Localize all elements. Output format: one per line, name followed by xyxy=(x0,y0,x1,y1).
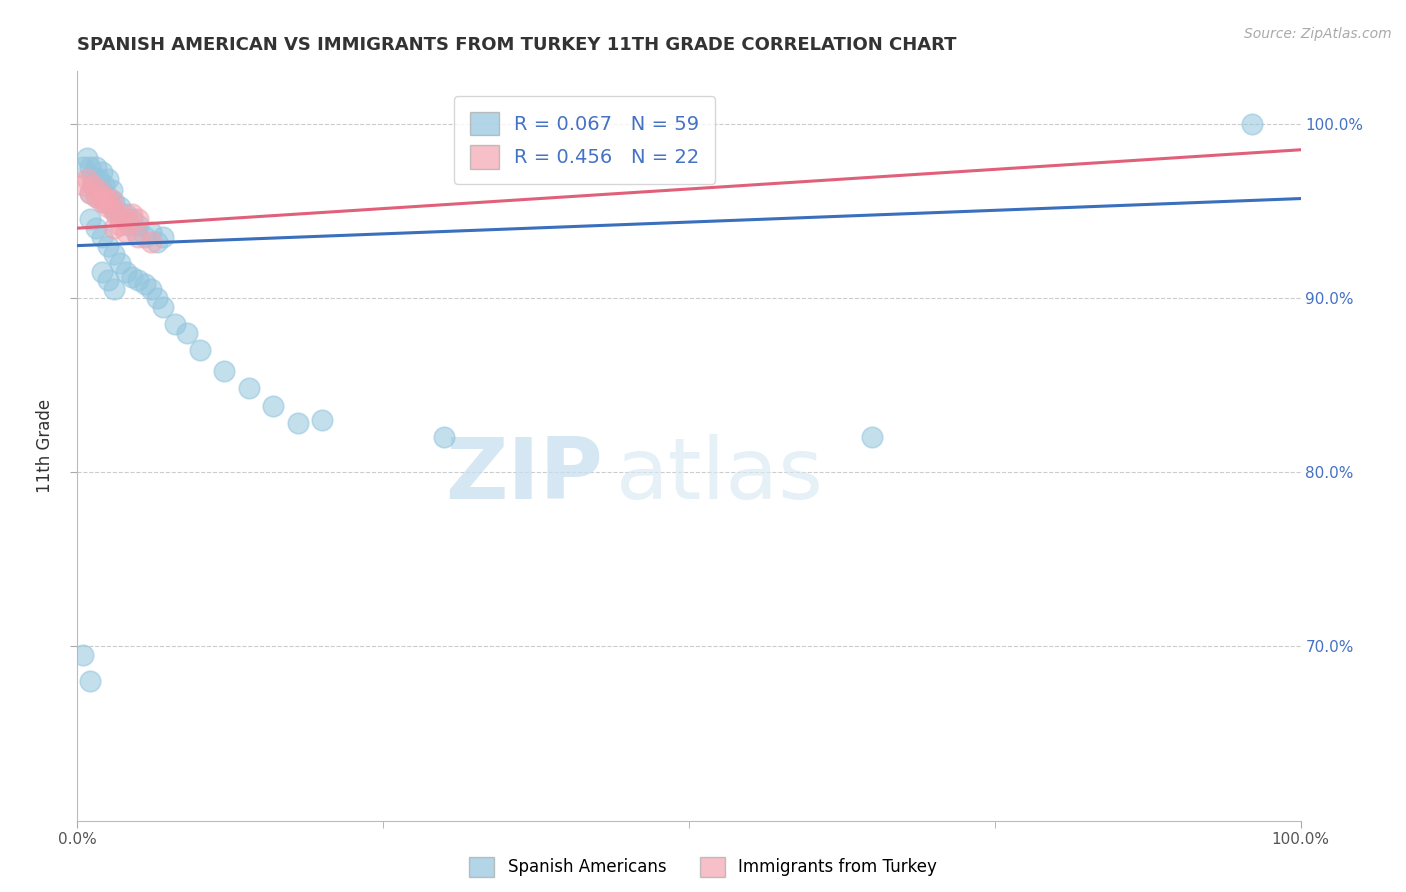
Point xyxy=(105,207,128,221)
Point xyxy=(212,364,235,378)
Point xyxy=(82,178,104,192)
Point xyxy=(93,190,115,204)
Point xyxy=(121,207,143,221)
Point xyxy=(90,230,112,244)
Point xyxy=(90,183,112,197)
Point xyxy=(103,247,125,261)
Point xyxy=(90,190,112,204)
Point xyxy=(121,270,143,285)
Point xyxy=(188,343,211,358)
Point xyxy=(115,212,138,227)
Point xyxy=(152,300,174,314)
Point xyxy=(121,212,143,227)
Point xyxy=(108,218,131,232)
Point xyxy=(79,674,101,689)
Point xyxy=(97,195,120,210)
Point xyxy=(90,265,112,279)
Point xyxy=(97,200,120,214)
Point xyxy=(89,183,111,197)
Text: atlas: atlas xyxy=(616,434,824,517)
Point xyxy=(108,200,131,214)
Point xyxy=(108,256,131,270)
Point xyxy=(79,160,101,174)
Point xyxy=(97,172,120,186)
Point xyxy=(146,235,169,249)
Point xyxy=(238,382,260,396)
Point xyxy=(128,218,150,232)
Point xyxy=(108,207,131,221)
Point xyxy=(100,200,122,214)
Point xyxy=(72,178,94,192)
Point xyxy=(152,230,174,244)
Point xyxy=(97,273,120,287)
Point xyxy=(118,218,141,232)
Point xyxy=(84,221,107,235)
Point xyxy=(103,203,125,218)
Point xyxy=(139,235,162,249)
Point xyxy=(72,160,94,174)
Point xyxy=(90,165,112,179)
Point xyxy=(146,291,169,305)
Point xyxy=(103,195,125,210)
Point xyxy=(72,648,94,662)
Point xyxy=(262,399,284,413)
Text: ZIP: ZIP xyxy=(446,434,603,517)
Point xyxy=(97,190,120,204)
Point xyxy=(84,190,107,204)
Point xyxy=(165,317,187,331)
Point xyxy=(134,277,156,291)
Point xyxy=(433,430,456,444)
Point xyxy=(79,212,101,227)
Point xyxy=(100,194,122,208)
Legend: Spanish Americans, Immigrants from Turkey: Spanish Americans, Immigrants from Turke… xyxy=(463,850,943,884)
Point xyxy=(93,195,115,210)
Point xyxy=(115,207,138,221)
Point xyxy=(79,186,101,201)
Point xyxy=(139,225,162,239)
Point xyxy=(115,225,138,239)
Point xyxy=(1240,117,1263,131)
Point xyxy=(287,417,309,431)
Point xyxy=(128,230,150,244)
Point xyxy=(84,160,107,174)
Point xyxy=(89,172,111,186)
Point xyxy=(103,221,125,235)
Point xyxy=(100,183,122,197)
Point xyxy=(134,230,156,244)
Text: SPANISH AMERICAN VS IMMIGRANTS FROM TURKEY 11TH GRADE CORRELATION CHART: SPANISH AMERICAN VS IMMIGRANTS FROM TURK… xyxy=(77,36,957,54)
Point xyxy=(139,282,162,296)
Y-axis label: 11th Grade: 11th Grade xyxy=(37,399,55,493)
Point xyxy=(103,282,125,296)
Point xyxy=(115,265,138,279)
Point xyxy=(76,152,98,166)
Point xyxy=(86,190,108,204)
Point xyxy=(79,186,101,201)
Point xyxy=(80,169,103,183)
Point xyxy=(311,413,333,427)
Legend: R = 0.067   N = 59, R = 0.456   N = 22: R = 0.067 N = 59, R = 0.456 N = 22 xyxy=(454,96,716,185)
Text: Source: ZipAtlas.com: Source: ZipAtlas.com xyxy=(1244,27,1392,41)
Point xyxy=(93,178,115,192)
Point xyxy=(128,212,150,227)
Point xyxy=(125,225,148,239)
Point xyxy=(176,326,198,340)
Point xyxy=(862,430,884,444)
Point xyxy=(90,195,112,210)
Point xyxy=(112,212,135,227)
Point xyxy=(128,273,150,287)
Point xyxy=(80,178,103,192)
Point xyxy=(76,172,98,186)
Point xyxy=(97,238,120,252)
